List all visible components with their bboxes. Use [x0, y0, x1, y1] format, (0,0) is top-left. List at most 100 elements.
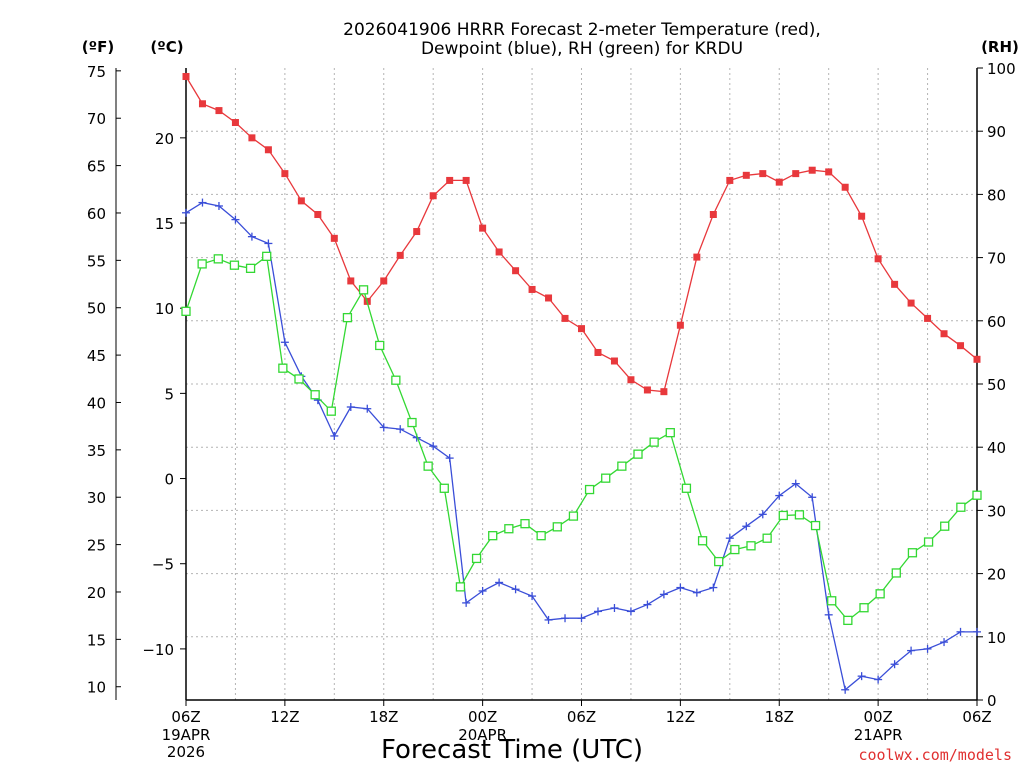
rh-point — [681, 483, 692, 493]
rh-point — [326, 406, 336, 416]
celsius-tick-label: 20 — [155, 130, 174, 148]
rh-point — [552, 522, 562, 532]
fahrenheit-tick-label: 70 — [87, 110, 106, 128]
dewpoint-point — [264, 239, 273, 248]
dewpoint-point — [659, 590, 668, 599]
dewpoint-point — [429, 442, 438, 451]
dewpoint-point — [396, 425, 405, 434]
rh-point — [375, 340, 385, 351]
rh-tick-label: 0 — [987, 692, 997, 710]
temperature-point — [495, 248, 503, 256]
dewpoint-point — [330, 431, 339, 440]
rh-point — [358, 285, 369, 295]
temperature-point — [413, 228, 421, 236]
dewpoint-point — [841, 685, 850, 694]
dewpoint-point — [643, 600, 652, 609]
dewpoint-point — [890, 660, 899, 669]
fahrenheit-tick-label: 50 — [87, 300, 106, 318]
temperature-point — [528, 285, 536, 293]
rh-point — [213, 254, 223, 264]
dewpoint-point — [379, 423, 388, 432]
temperature-point — [314, 211, 322, 219]
date-label: 21APR — [854, 726, 903, 744]
time-tick-label: 18Z — [369, 708, 398, 726]
rh-point — [875, 589, 885, 599]
series-rh — [181, 251, 982, 626]
x-axis-title: Forecast Time (UTC) — [381, 735, 643, 765]
dewpoint-point — [610, 604, 619, 613]
celsius-tick-label: 10 — [155, 300, 174, 318]
time-tick-label: 06Z — [171, 708, 200, 726]
date-label: 2026 — [167, 743, 205, 761]
temperature-point — [545, 294, 553, 302]
rh-point — [488, 531, 498, 541]
rh-point — [746, 541, 756, 551]
dewpoint-point — [775, 491, 784, 500]
temperature-point — [676, 321, 684, 329]
date-label: 19APR — [162, 726, 211, 744]
dewpoint-point — [940, 638, 949, 647]
dewpoint-point — [231, 215, 240, 224]
dewpoint-point — [808, 493, 817, 502]
rh-point — [471, 553, 482, 564]
time-tick-label: 06Z — [962, 708, 991, 726]
fahrenheit-unit-label: (ºF) — [82, 38, 114, 56]
temperature-point — [627, 376, 635, 384]
rh-point — [907, 548, 918, 558]
temperature-point — [610, 357, 618, 365]
temperature-point — [808, 166, 816, 174]
temperature-point — [578, 325, 585, 333]
temperature-point — [907, 299, 915, 307]
dewpoint-point — [824, 610, 833, 619]
rh-point — [278, 363, 288, 373]
fahrenheit-tick-label: 60 — [87, 205, 106, 223]
dewpoint-point — [528, 592, 537, 601]
dewpoint-point — [577, 614, 586, 623]
rh-point — [520, 519, 530, 529]
rh-point — [794, 510, 805, 520]
time-tick-label: 18Z — [765, 708, 794, 726]
series-2-meter-temperature — [182, 73, 981, 396]
rh-point — [504, 524, 514, 534]
rh-point — [407, 417, 417, 428]
rh-point — [649, 437, 659, 447]
celsius-tick-label: −5 — [152, 556, 174, 574]
rh-point — [891, 568, 901, 578]
temperature-point — [924, 314, 932, 322]
temperature-point — [396, 251, 404, 259]
dewpoint-point — [247, 232, 256, 241]
temperature-point — [198, 100, 206, 108]
rh-point — [391, 375, 401, 385]
celsius-unit-label: (ºC) — [150, 38, 183, 56]
temperature-point — [643, 386, 651, 394]
rh-point — [633, 449, 643, 459]
rh-tick-label: 10 — [987, 629, 1006, 647]
temperature-point — [957, 342, 965, 350]
rh-tick-label: 20 — [987, 566, 1006, 584]
dewpoint-point — [742, 522, 751, 531]
fahrenheit-tick-label: 30 — [87, 489, 106, 507]
rh-point — [245, 263, 256, 273]
rh-point — [294, 374, 304, 384]
dewpoint-point — [182, 208, 190, 217]
rh-point — [697, 536, 708, 546]
temperature-point — [429, 192, 437, 200]
temperature-point — [264, 146, 272, 154]
temperature-point — [512, 267, 520, 275]
rh-tick-label: 80 — [987, 186, 1006, 204]
rh-point — [584, 484, 595, 495]
rh-point — [617, 461, 627, 471]
temperature-point — [874, 255, 882, 263]
temperature-point — [792, 170, 800, 178]
rh-unit-label: (RH) — [981, 38, 1019, 56]
rh-point — [730, 544, 740, 555]
temperature-point — [182, 73, 190, 81]
time-tick-label: 12Z — [270, 708, 299, 726]
rh-tick-label: 50 — [987, 376, 1006, 394]
time-tick-label: 06Z — [567, 708, 596, 726]
time-tick-label: 00Z — [468, 708, 497, 726]
dewpoint-point — [280, 338, 289, 347]
rh-tick-label: 90 — [987, 123, 1006, 141]
temperature-point — [973, 355, 981, 363]
dewpoint-point — [725, 534, 734, 543]
